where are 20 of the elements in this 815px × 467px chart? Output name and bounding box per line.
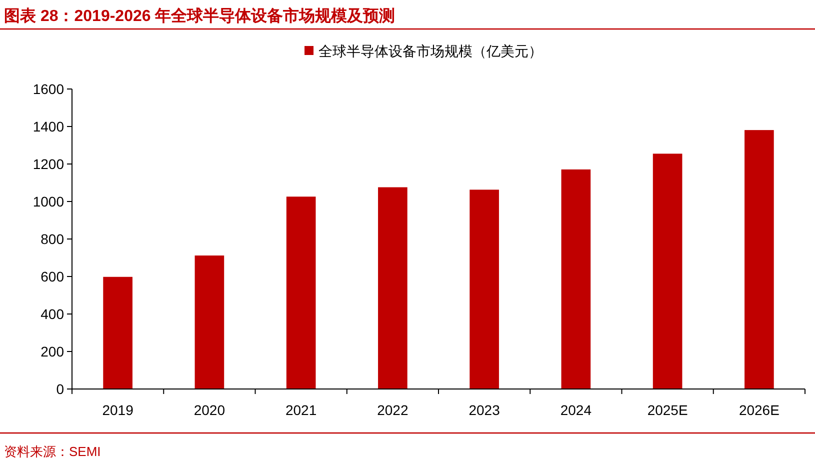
x-tick-label: 2019 [102,402,134,418]
y-tick-label: 1600 [32,81,64,97]
title: 图表 28：2019-2026 年全球半导体设备市场规模及预测 [4,8,396,25]
x-tick-label: 2024 [560,402,592,418]
y-tick-label: 800 [40,231,64,247]
legend-label: 全球半导体设备市场规模（亿美元） [318,43,542,59]
y-tick-label: 600 [40,268,64,284]
x-tick-label: 2022 [377,402,408,418]
x-tick-label: 2025E [647,402,688,418]
y-tick-label: 0 [56,381,64,397]
x-tick-label: 2020 [194,402,226,418]
y-tick-label: 1200 [32,156,64,172]
y-tick-label: 1400 [32,118,64,134]
y-tick-label: 200 [40,344,64,360]
y-tick-label: 1000 [32,194,64,210]
x-tick-label: 2023 [468,402,500,418]
y-tick-label: 400 [40,306,64,322]
x-tick-label: 2021 [285,402,317,418]
x-tick-label: 2026E [738,402,780,418]
text: 资料来源：SEMI [4,444,101,459]
